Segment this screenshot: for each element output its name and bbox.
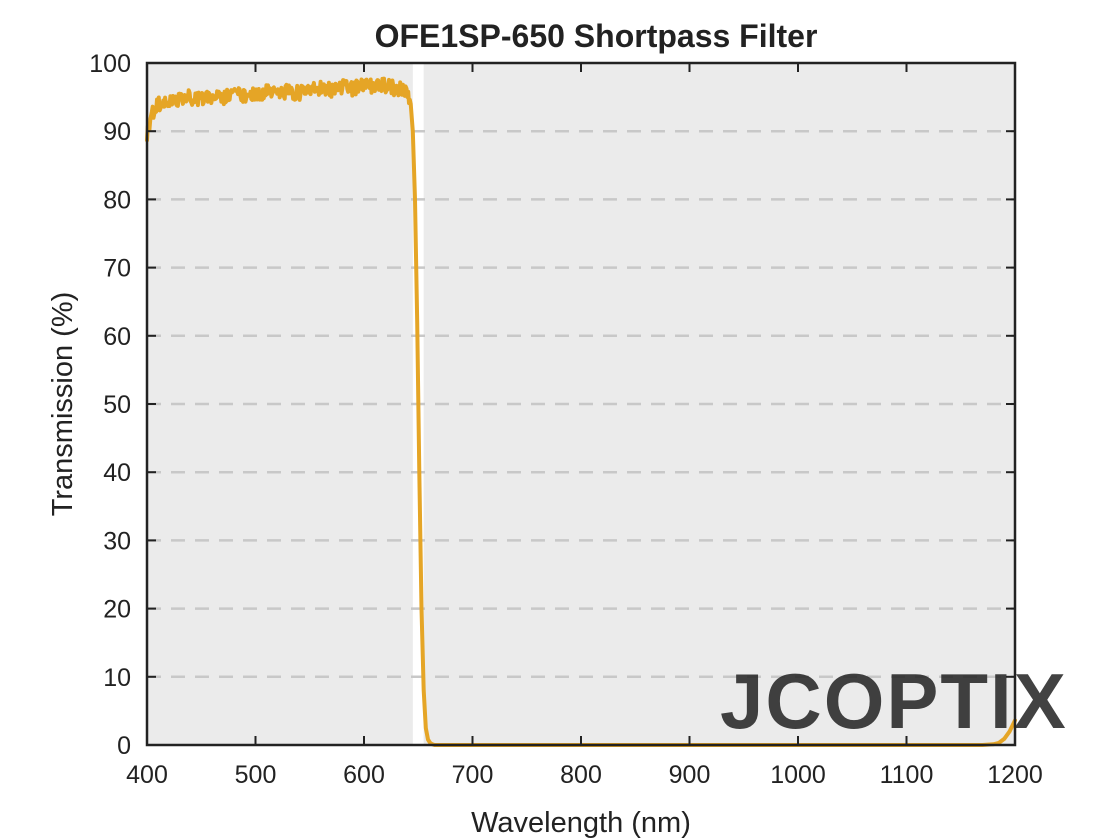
x-tick-label: 1200 xyxy=(987,761,1043,789)
y-tick-labels: 0 10 20 30 40 50 60 70 80 90 100 xyxy=(89,50,131,760)
x-tick-label: 800 xyxy=(560,761,602,789)
x-tick-label: 700 xyxy=(452,761,494,789)
series-line-0 xyxy=(145,76,1017,747)
x-tick-label: 900 xyxy=(669,761,711,789)
y-tick-label: 0 xyxy=(117,732,131,760)
chart-title: OFE1SP-650 Shortpass Filter xyxy=(375,18,818,54)
y-tick-label: 90 xyxy=(103,118,131,146)
x-tick-label: 400 xyxy=(126,761,168,789)
x-axis-label: Wavelength (nm) xyxy=(471,807,691,839)
y-tick-label: 50 xyxy=(103,391,131,419)
x-tick-label: 1100 xyxy=(880,761,934,789)
x-tick-label: 1000 xyxy=(770,761,826,789)
y-axis-label: Transmission (%) xyxy=(47,292,79,517)
plot-frame xyxy=(145,61,1017,747)
y-tick-label: 80 xyxy=(103,186,131,214)
x-tick-label: 500 xyxy=(235,761,277,789)
y-tick-label: 10 xyxy=(103,664,131,692)
x-tick-labels: 400 500 600 700 800 900 1000 1100 1200 xyxy=(126,761,1043,789)
y-tick-label: 40 xyxy=(103,459,131,487)
y-tick-label: 20 xyxy=(103,596,131,624)
y-tick-label: 60 xyxy=(103,323,131,351)
x-tick-label: 600 xyxy=(343,761,385,789)
series-lines xyxy=(145,76,1017,747)
y-tick-label: 100 xyxy=(89,50,131,78)
y-tick-label: 70 xyxy=(103,255,131,283)
grid-lines xyxy=(147,129,1015,679)
y-tick-label: 30 xyxy=(103,527,131,555)
